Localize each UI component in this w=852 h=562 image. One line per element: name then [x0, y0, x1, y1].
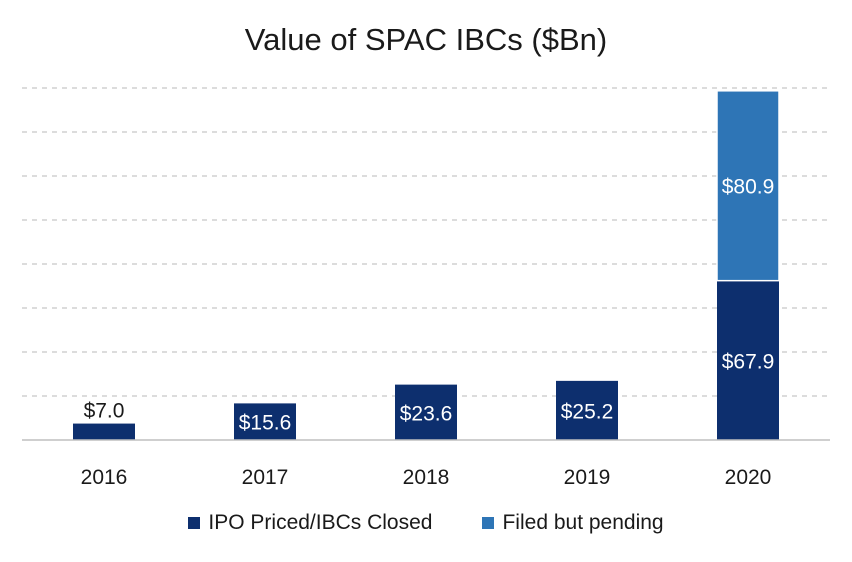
- bar-segment: [556, 380, 618, 440]
- legend-item-filed-pending: Filed but pending: [482, 511, 664, 535]
- legend-swatch: [188, 517, 201, 529]
- bar-segment: [395, 384, 457, 440]
- bar-segment: [73, 423, 135, 440]
- data-label: $23.6: [400, 402, 453, 425]
- data-label: $7.0: [84, 400, 125, 423]
- data-label: $67.9: [722, 350, 775, 373]
- bar-segment: [716, 90, 780, 282]
- x-tick-label: 2016: [81, 466, 128, 489]
- bar-segment: [234, 403, 296, 440]
- data-label: $25.2: [561, 400, 614, 423]
- data-label: $15.6: [239, 412, 292, 435]
- legend: IPO Priced/IBCs Closed Filed but pending: [0, 511, 852, 535]
- x-tick-label: 2020: [725, 466, 772, 489]
- chart-title: Value of SPAC IBCs ($Bn): [244, 22, 608, 57]
- x-tick-label: 2018: [403, 466, 450, 489]
- bar-segment: [717, 280, 779, 440]
- data-label: $80.9: [722, 176, 775, 199]
- legend-item-ipo-priced: IPO Priced/IBCs Closed: [188, 511, 432, 535]
- legend-swatch: [482, 517, 495, 529]
- x-tick-label: 2017: [242, 466, 289, 489]
- legend-label: IPO Priced/IBCs Closed: [208, 511, 433, 534]
- x-tick-label: 2019: [564, 466, 611, 489]
- legend-label: Filed but pending: [502, 511, 664, 534]
